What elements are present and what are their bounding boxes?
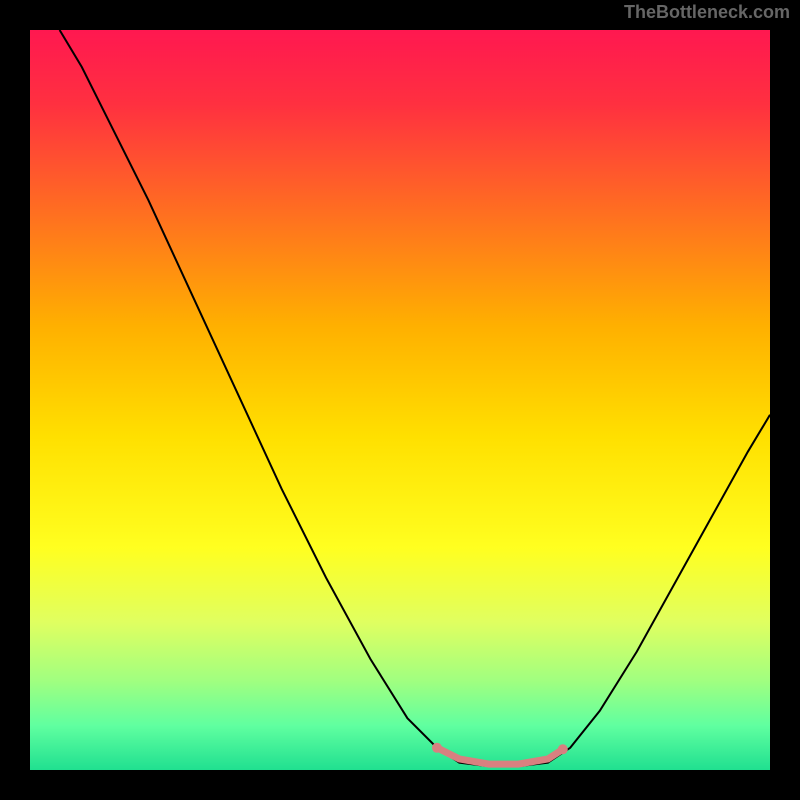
highlight-segment xyxy=(437,748,563,764)
curve-layer xyxy=(30,30,770,770)
highlight-dot xyxy=(432,743,442,753)
plot-area xyxy=(30,30,770,770)
bottleneck-curve xyxy=(60,30,770,766)
highlight-dot xyxy=(558,744,568,754)
watermark-text: TheBottleneck.com xyxy=(624,2,790,23)
